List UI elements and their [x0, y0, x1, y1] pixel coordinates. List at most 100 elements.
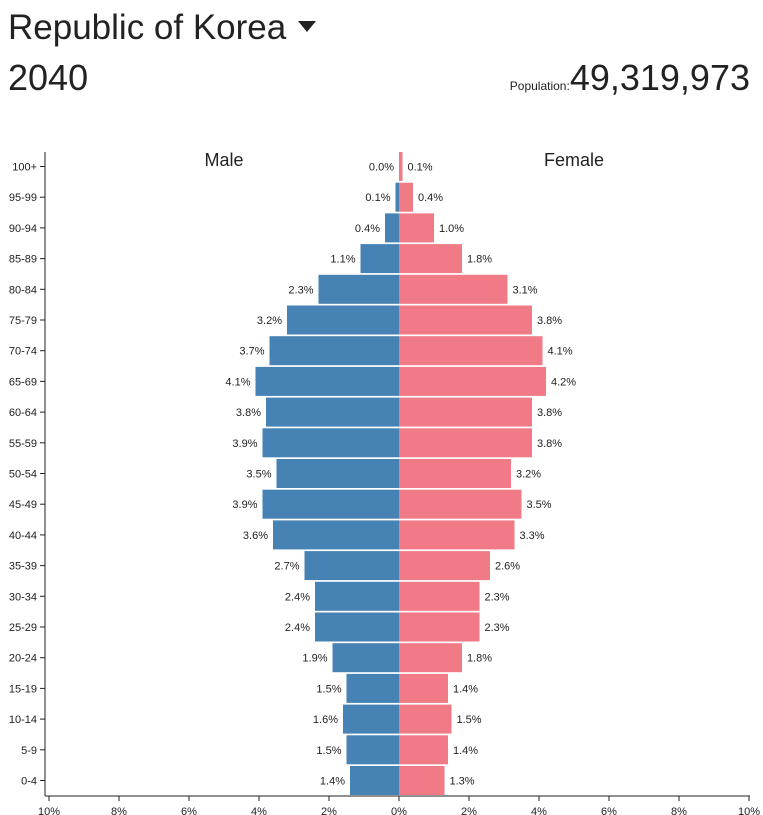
y-tick-label: 90-94 — [9, 223, 37, 235]
female-value-label: 3.3% — [520, 530, 545, 542]
x-tick-label: 10% — [738, 806, 760, 815]
male-bar — [255, 366, 399, 396]
x-tick-label: 6% — [181, 806, 197, 815]
male-bar — [385, 213, 399, 243]
y-tick-label: 0-4 — [21, 776, 37, 788]
male-bar — [315, 581, 399, 611]
male-value-label: 3.9% — [232, 438, 257, 450]
population-label: Population: — [509, 79, 570, 93]
male-value-label: 1.1% — [330, 254, 355, 266]
x-tick-label: 4% — [531, 806, 547, 815]
male-value-label: 3.9% — [232, 499, 257, 511]
male-bar — [262, 428, 399, 458]
male-bar — [332, 643, 399, 673]
female-bar — [399, 673, 448, 703]
female-bar — [399, 735, 448, 765]
male-bar — [395, 182, 399, 212]
y-axis: 100+ 95-99 90-94 85-89 80-84 75-79 70-74 65-69 6… — [9, 152, 46, 796]
male-bar — [318, 274, 399, 304]
x-axis: 10% 8% 6% 4% 2% 0% 2% 4% 6% 8% 10% — [38, 795, 760, 815]
population-display: Population:49,319,973 — [510, 56, 750, 100]
male-value-label: 1.4% — [320, 776, 345, 788]
male-bar — [360, 244, 399, 274]
x-tick-label: 4% — [251, 806, 267, 815]
female-bar — [399, 612, 480, 642]
male-bar — [276, 459, 399, 488]
dropdown-caret-icon[interactable] — [298, 21, 317, 33]
x-tick-label: 2% — [321, 806, 337, 815]
male-bar — [266, 397, 399, 427]
female-bar — [399, 152, 403, 181]
female-bar — [399, 428, 532, 458]
female-bar — [399, 643, 462, 673]
x-tick-label: 10% — [38, 806, 60, 815]
male-value-label: 3.7% — [239, 346, 264, 358]
male-value-label: 3.2% — [257, 315, 282, 327]
header: Republic of Korea 2040 Population:49,319… — [0, 0, 763, 110]
y-tick-label: 40-44 — [9, 530, 37, 542]
male-value-label: 2.4% — [285, 591, 310, 603]
female-bar — [399, 704, 452, 734]
female-bar — [399, 766, 445, 795]
x-tick-label: 6% — [601, 806, 617, 815]
female-value-label: 1.8% — [467, 653, 492, 665]
female-value-label: 1.4% — [453, 683, 478, 695]
y-tick-label: 10-14 — [9, 714, 37, 726]
y-tick-label: 70-74 — [9, 346, 37, 358]
year-display: 2040 — [8, 57, 89, 98]
x-tick-label: 8% — [111, 806, 127, 815]
male-bar — [273, 520, 399, 550]
male-value-label: 3.5% — [246, 469, 271, 481]
female-value-label: 3.2% — [516, 469, 541, 481]
male-value-label: 0.0% — [369, 162, 394, 174]
female-bar — [399, 520, 515, 550]
y-tick-label: 80-84 — [9, 284, 37, 296]
female-value-label: 2.3% — [485, 622, 510, 634]
population-value: 49,319,973 — [569, 57, 750, 98]
male-bar — [346, 735, 399, 765]
y-tick-label: 30-34 — [9, 591, 37, 603]
male-value-label: 2.7% — [274, 561, 299, 573]
x-tick-label: 2% — [461, 806, 477, 815]
female-value-label: 3.5% — [527, 499, 552, 511]
female-value-label: 1.3% — [450, 776, 475, 788]
y-tick-label: 15-19 — [9, 683, 37, 695]
female-value-label: 4.2% — [551, 376, 576, 388]
y-tick-label: 100+ — [12, 162, 37, 174]
country-name: Republic of Korea — [8, 8, 287, 47]
y-tick-label: 75-79 — [9, 315, 37, 327]
male-value-label: 0.4% — [355, 223, 380, 235]
female-bar — [399, 551, 490, 581]
male-value-label: 3.8% — [236, 407, 261, 419]
male-bar — [287, 305, 399, 335]
male-value-label: 3.6% — [243, 530, 268, 542]
male-bar — [304, 551, 399, 581]
y-tick-label: 65-69 — [9, 376, 37, 388]
male-bar — [315, 612, 399, 642]
male-bar — [350, 766, 399, 795]
female-value-label: 1.8% — [467, 254, 492, 266]
y-tick-label: 50-54 — [9, 469, 37, 481]
female-value-label: 3.1% — [513, 284, 538, 296]
male-bar — [269, 336, 399, 366]
y-tick-label: 20-24 — [9, 653, 37, 665]
female-value-label: 0.1% — [408, 162, 433, 174]
y-tick-label: 25-29 — [9, 622, 37, 634]
x-tick-label: 0% — [391, 806, 407, 815]
female-bar — [399, 459, 511, 488]
male-bar — [262, 489, 399, 519]
female-value-label: 3.8% — [537, 407, 562, 419]
male-bar — [343, 704, 399, 734]
female-bar — [399, 274, 508, 304]
male-value-label: 4.1% — [225, 376, 250, 388]
country-selector[interactable]: Republic of Korea — [8, 6, 317, 50]
y-tick-label: 95-99 — [9, 192, 37, 204]
female-bar — [399, 244, 462, 274]
bars-layer: 0.0% 0.1% 0.1% 0.4% 0.4% 1.0% 1.1% 1.8% 2.3% 3.1%… — [225, 152, 576, 795]
female-series-label: Female — [544, 150, 604, 170]
series-labels: Male Female — [204, 150, 604, 170]
y-tick-label: 85-89 — [9, 254, 37, 266]
female-value-label: 1.5% — [457, 714, 482, 726]
male-value-label: 1.6% — [313, 714, 338, 726]
